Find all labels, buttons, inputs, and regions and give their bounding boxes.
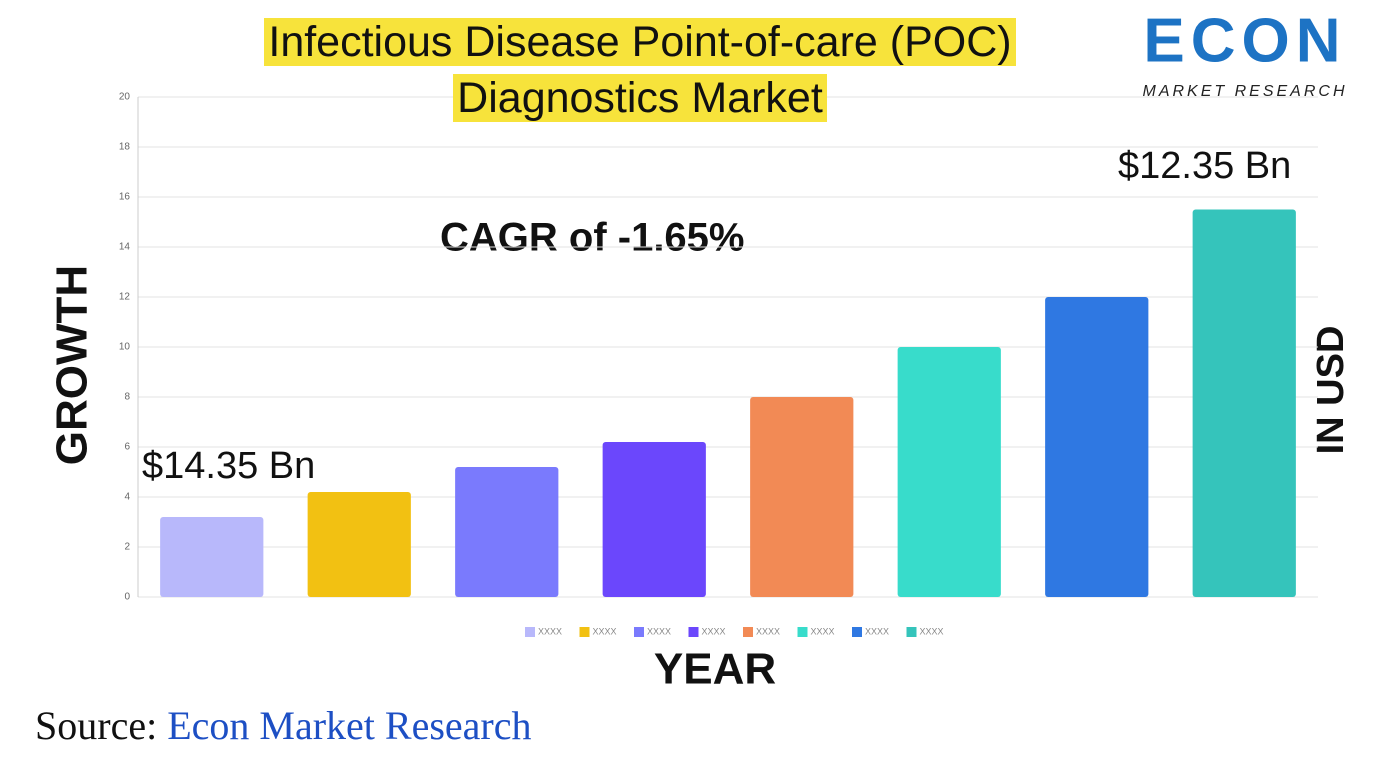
legend-label: XXXX — [593, 626, 617, 636]
source: Source: Econ Market Research — [35, 703, 531, 748]
y2-axis-label: IN USD — [1310, 326, 1352, 455]
legend-label: XXXX — [811, 626, 835, 636]
legend-swatch — [906, 627, 917, 637]
y-axis-label: GROWTH — [48, 265, 97, 465]
bar — [897, 347, 1001, 597]
legend-swatch — [797, 627, 808, 637]
y-tick-label: 18 — [119, 142, 131, 153]
bar — [750, 397, 854, 597]
bar — [1045, 297, 1149, 597]
legend-label: XXXX — [538, 626, 562, 636]
logo-tagline: MARKET RESEARCH — [1142, 83, 1347, 100]
y-tick-label: 8 — [124, 392, 130, 403]
logo-name: ECON — [1143, 6, 1346, 75]
source-label: Source: — [35, 703, 157, 748]
chart-title-box: Infectious Disease Point-of-care (POC) D… — [160, 14, 1120, 126]
legend-label: XXXX — [647, 626, 671, 636]
legend-swatch — [852, 627, 862, 637]
bar — [455, 467, 559, 597]
legend-swatch — [743, 627, 753, 637]
y-tick-label: 20 — [119, 92, 131, 103]
y-tick-label: 0 — [124, 592, 130, 603]
y-tick-label: 2 — [124, 542, 130, 553]
y-tick-label: 10 — [119, 342, 131, 353]
bar — [1192, 209, 1296, 597]
y-tick-label: 16 — [119, 192, 131, 203]
bar — [307, 492, 411, 597]
legend-swatch — [688, 627, 699, 637]
legend-label: XXXX — [865, 626, 889, 636]
legend-swatch — [634, 627, 644, 637]
source-text: Econ Market Research — [167, 703, 531, 748]
legend-swatch — [579, 627, 590, 637]
legend-swatch — [525, 627, 535, 637]
y-tick-label: 6 — [124, 442, 130, 453]
bar — [160, 517, 264, 597]
x-axis-label: YEAR — [654, 645, 776, 694]
y-tick-label: 12 — [119, 292, 131, 303]
annotation: $14.35 Bn — [142, 445, 315, 487]
y-tick-label: 14 — [119, 242, 131, 253]
chart-title: Infectious Disease Point-of-care (POC) D… — [264, 18, 1016, 122]
legend-label: XXXX — [920, 626, 944, 636]
annotation: CAGR of -1.65% — [440, 216, 745, 260]
annotation: $12.35 Bn — [1118, 145, 1291, 187]
legend-label: XXXX — [756, 626, 780, 636]
bar — [602, 442, 706, 597]
y-tick-label: 4 — [124, 492, 130, 503]
legend-label: XXXX — [702, 626, 726, 636]
